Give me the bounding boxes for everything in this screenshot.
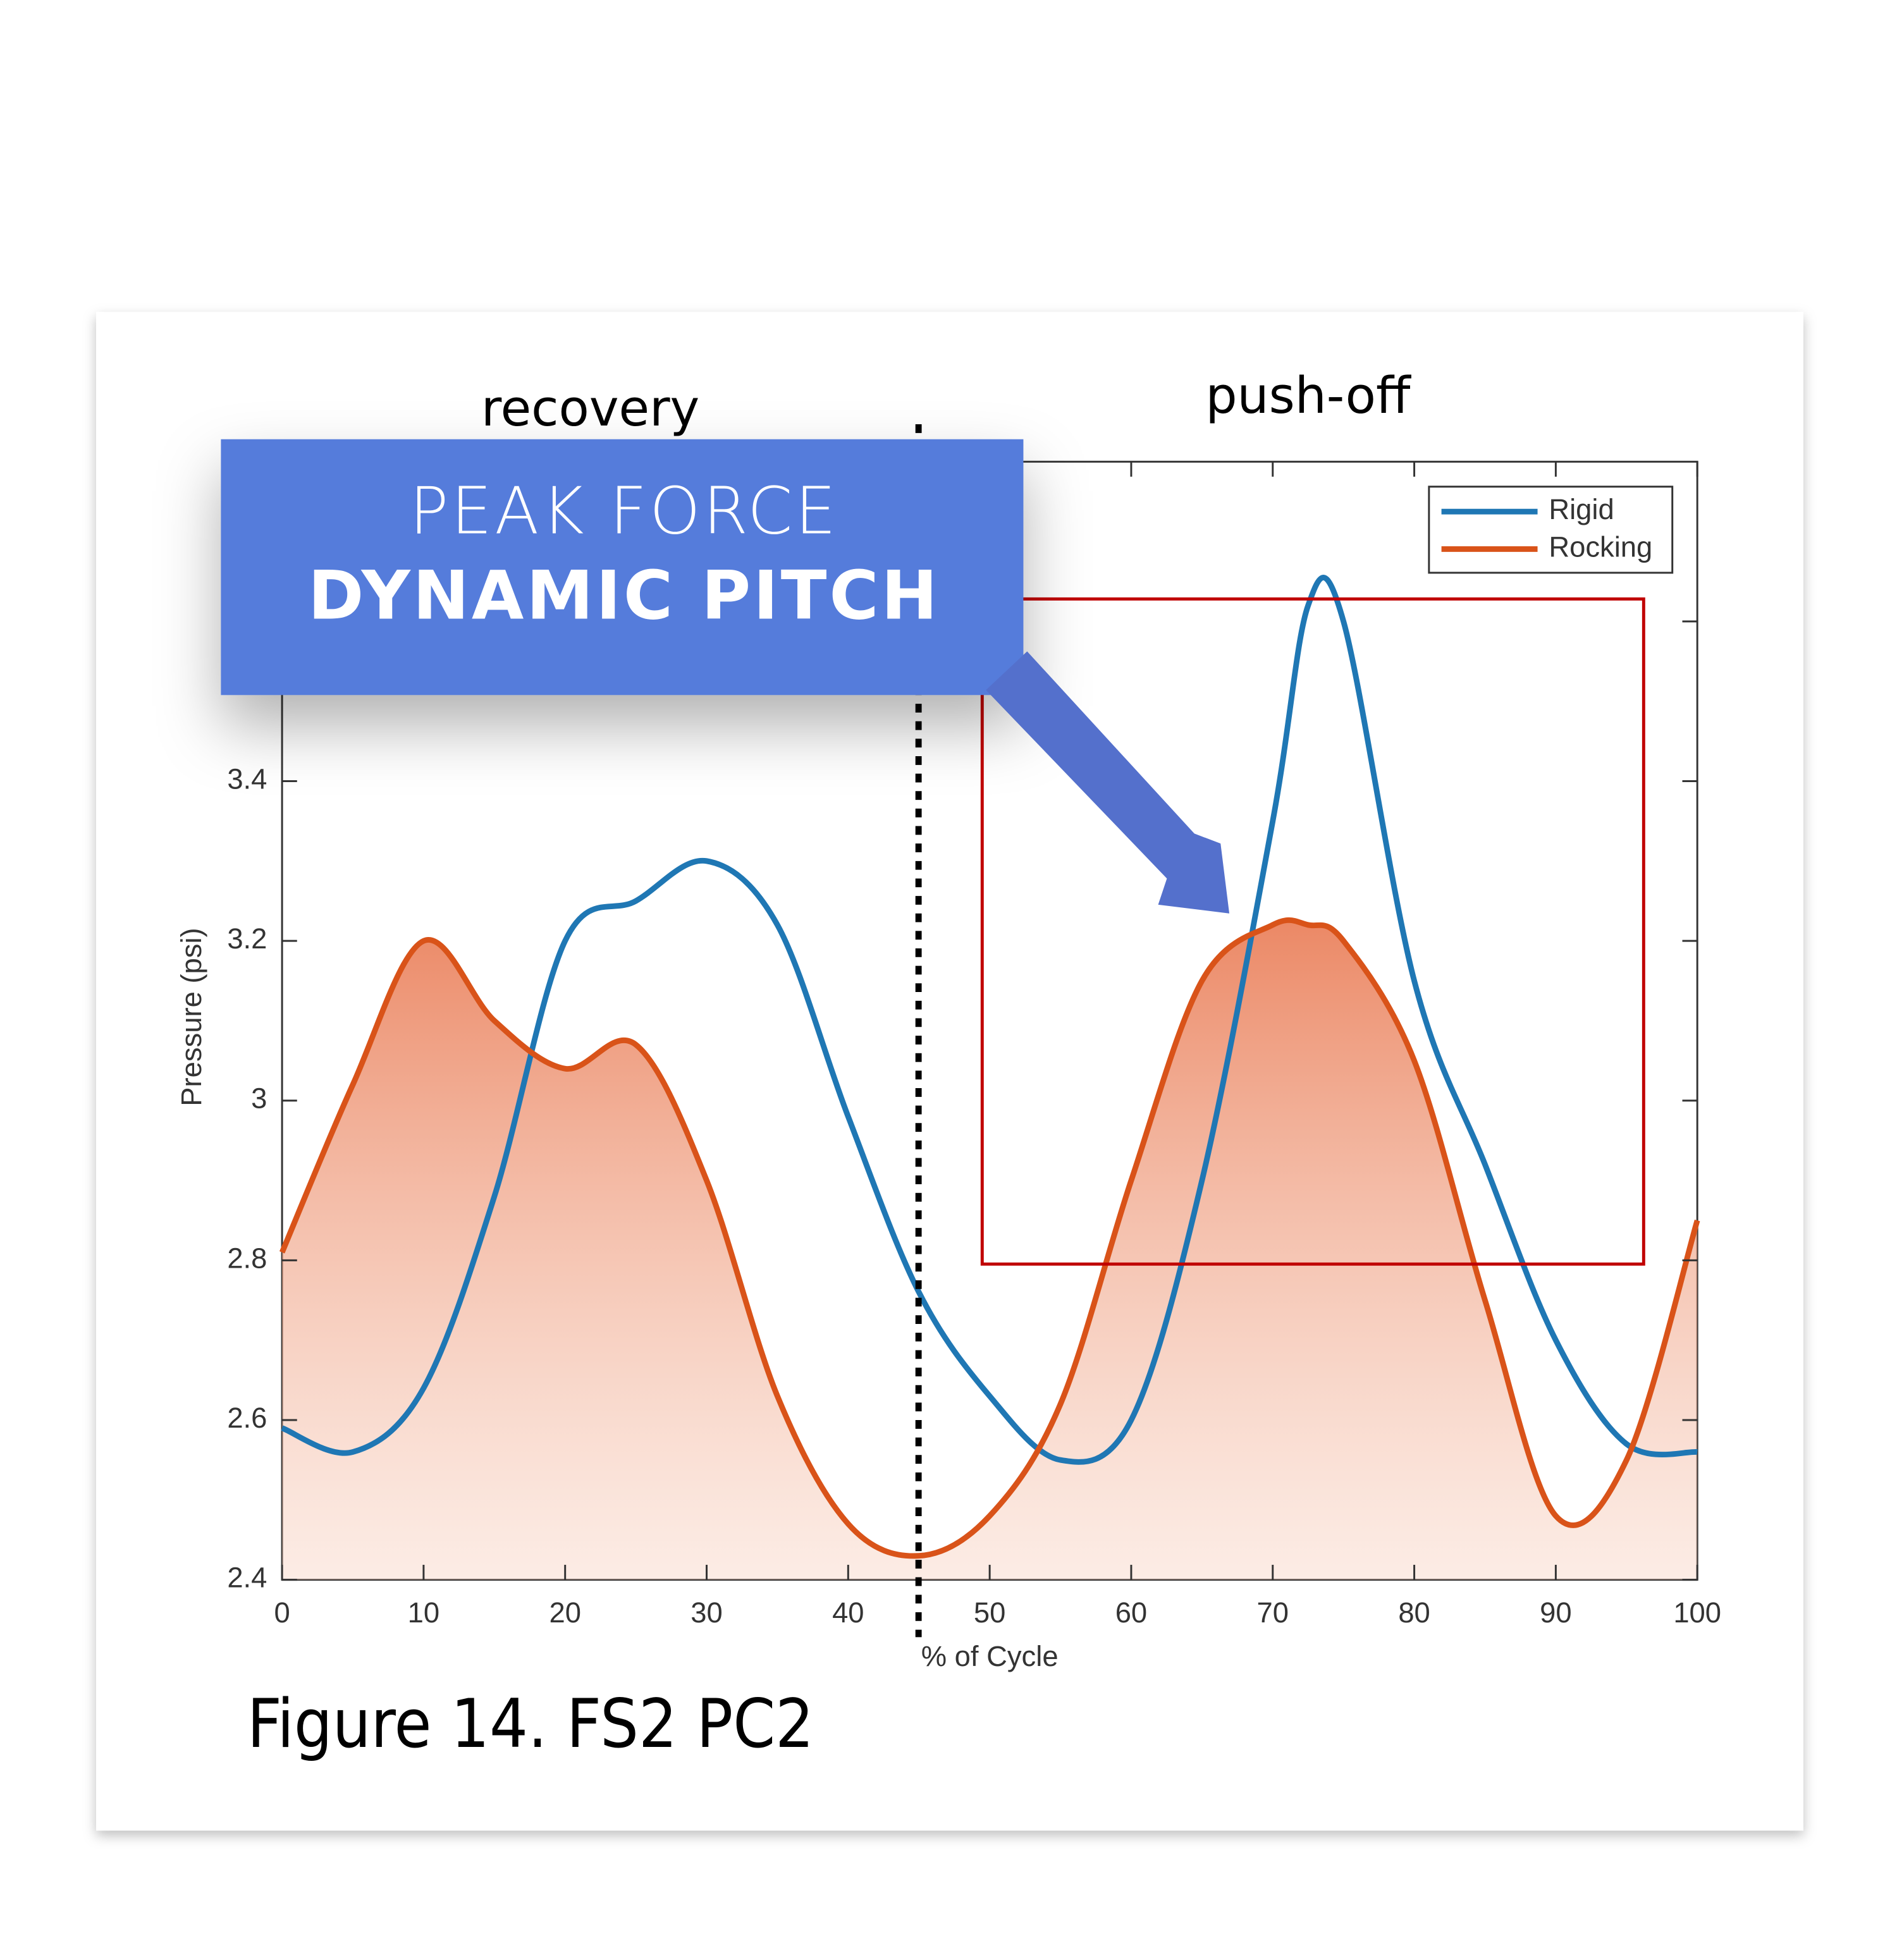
y-tick-label: 2.4 <box>227 1562 267 1594</box>
x-tick-label: 20 <box>549 1596 580 1629</box>
series-line <box>279 917 1700 1559</box>
x-tick-label: 10 <box>408 1596 439 1629</box>
phase-label: push-off <box>1205 367 1411 425</box>
legend-label: Rocking <box>1549 530 1652 563</box>
x-tick-label: 40 <box>832 1596 864 1629</box>
x-tick-label: 70 <box>1257 1596 1289 1629</box>
x-tick-label: 50 <box>974 1596 1005 1629</box>
x-axis-label: % of Cycle <box>921 1640 1059 1672</box>
banner-text: DYNAMIC PITCH <box>308 557 940 635</box>
x-tick-label: 90 <box>1540 1596 1571 1629</box>
legend-label: Rigid <box>1549 493 1614 525</box>
y-tick-label: 3.4 <box>227 763 267 795</box>
arrow <box>986 651 1230 914</box>
y-tick-label: 3.2 <box>227 922 267 955</box>
y-tick-label: 2.6 <box>227 1402 267 1434</box>
phase-label: recovery <box>481 379 699 438</box>
y-tick-label: 3 <box>251 1082 267 1115</box>
banner <box>221 439 1024 695</box>
caption: Figure 14. FS2 PC2 <box>247 1685 814 1763</box>
legend <box>1428 486 1674 574</box>
x-tick-label: 0 <box>274 1596 290 1629</box>
highlight-box <box>980 597 1645 1266</box>
banner-text: PEAK FORCE <box>409 474 838 549</box>
x-tick-label: 100 <box>1673 1596 1721 1629</box>
x-tick-label: 60 <box>1115 1596 1147 1629</box>
series-line <box>281 575 1698 1465</box>
area-fill <box>282 920 1698 1580</box>
y-tick-label: 2.8 <box>227 1242 267 1274</box>
x-tick-label: 80 <box>1398 1596 1430 1629</box>
y-axis-label: Pressure (psi) <box>175 928 207 1106</box>
x-tick-label: 30 <box>691 1596 722 1629</box>
